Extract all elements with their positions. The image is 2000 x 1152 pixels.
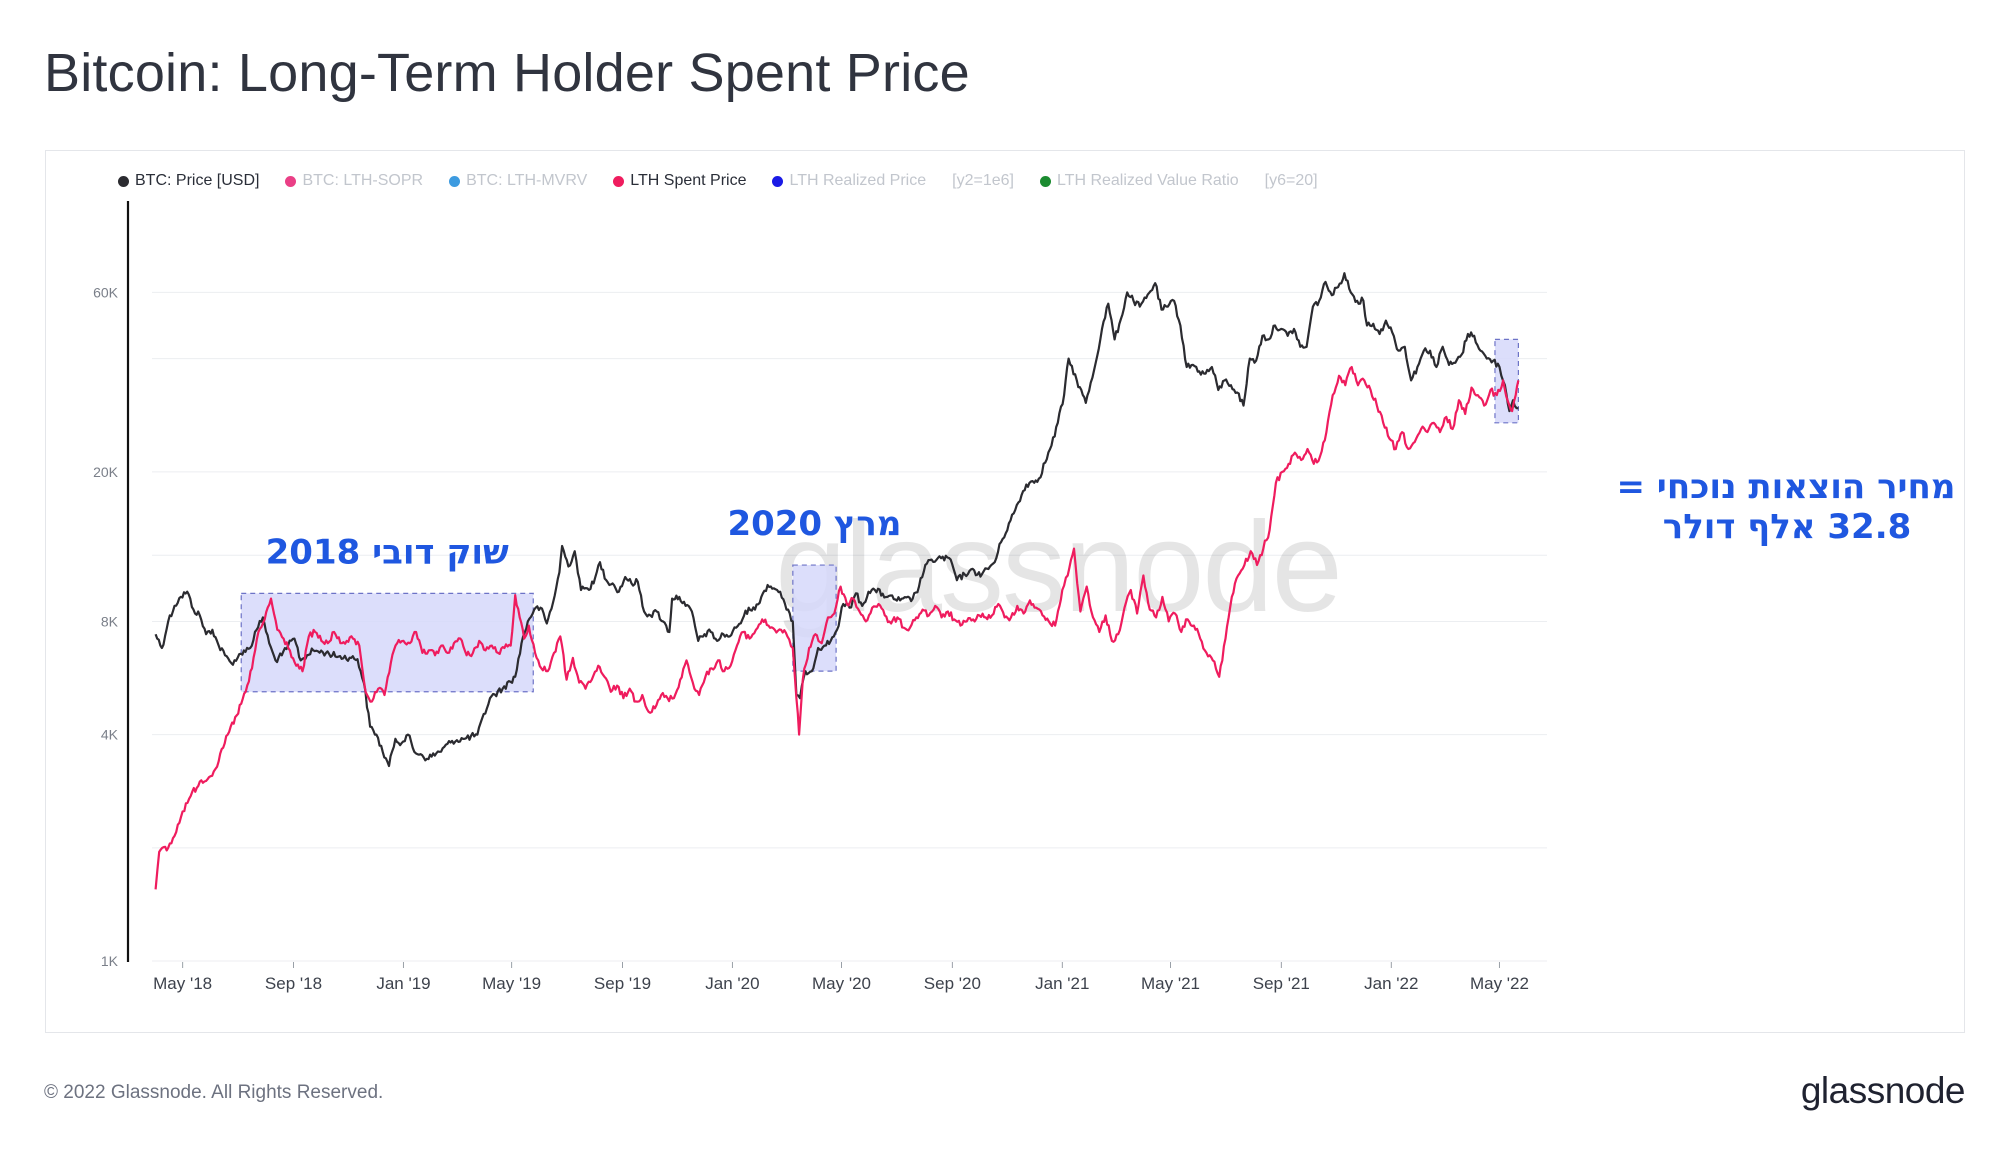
legend-note-y2: [y2=1e6]	[952, 172, 1014, 189]
legend-dot	[1039, 175, 1051, 187]
legend-item-lth-spent-price[interactable]: LTH Spent Price	[613, 172, 746, 190]
legend-label: BTC: LTH-MVRV	[466, 172, 588, 189]
legend-label: LTH Realized Price	[789, 172, 927, 189]
axes: 1K 4K 8K 20K 60K May '18 Sep '18 Jan '19 May '19…	[93, 201, 1529, 993]
legend-label: BTC: LTH-SOPR	[302, 172, 424, 189]
y-tick-label: 20K	[93, 464, 119, 480]
series-line-btc-price	[154, 272, 1519, 768]
x-tick-label: Sep '21	[1253, 974, 1310, 993]
legend-item-lth-realized-value-ratio[interactable]: LTH Realized Value Ratio	[1039, 172, 1239, 190]
legend-dot	[285, 175, 297, 187]
legend-label: BTC: Price [USD]	[135, 172, 260, 189]
highlight-box	[1494, 338, 1519, 424]
footer-logo: glassnode	[1800, 1070, 1966, 1111]
x-tick-label: Sep '18	[265, 974, 322, 993]
annotation-label: מרץ 2020	[727, 504, 901, 544]
legend-item-lth-realized-price[interactable]: LTH Realized Price	[772, 172, 926, 190]
x-tick-label: May '19	[482, 974, 541, 993]
legend-item-lth-mvrv[interactable]: BTC: LTH-MVRV	[449, 172, 587, 190]
y-tick-label: 4K	[101, 727, 119, 743]
page-title: Bitcoin: Long-Term Holder Spent Price	[44, 43, 970, 103]
annotation-label: שוק דובי 2018	[266, 532, 509, 572]
legend-dot	[613, 175, 625, 187]
legend: BTC: Price [USD] BTC: LTH-SOPR BTC: LTH-…	[118, 169, 1344, 193]
x-tick-label: Jan '19	[376, 974, 430, 993]
series-line-lth-spent-price	[154, 365, 1520, 890]
series-lines	[154, 272, 1520, 890]
legend-dot	[772, 175, 784, 187]
footer-copyright: © 2022 Glassnode. All Rights Reserved.	[44, 1082, 384, 1103]
x-tick-label: Jan '20	[705, 974, 759, 993]
x-tick-label: May '18	[153, 974, 212, 993]
x-tick-label: May '20	[812, 974, 871, 993]
legend-label: LTH Spent Price	[630, 172, 747, 189]
annotation-labels: שוק דובי 2018 מרץ 2020 מחיר הוצאות נוכחי =…	[266, 467, 1956, 572]
legend-label: LTH Realized Value Ratio	[1056, 172, 1239, 189]
annotation-label: מחיר הוצאות נוכחי =	[1616, 467, 1955, 507]
x-tick-label: Sep '19	[594, 974, 651, 993]
legend-note-y6: [y6=20]	[1264, 172, 1318, 189]
y-tick-label: 60K	[93, 284, 119, 300]
y-tick-label: 8K	[101, 613, 119, 629]
x-tick-label: Sep '20	[924, 974, 981, 993]
legend-item-lth-sopr[interactable]: BTC: LTH-SOPR	[285, 172, 423, 190]
annotation-label: 32.8 אלף דולר	[1663, 507, 1912, 547]
x-tick-label: May '22	[1470, 974, 1529, 993]
legend-dot	[449, 175, 461, 187]
x-tick-label: Jan '21	[1035, 974, 1089, 993]
x-tick-label: Jan '22	[1364, 974, 1418, 993]
legend-dot	[118, 175, 129, 187]
y-tick-label: 1K	[101, 953, 119, 969]
legend-item-btc-price[interactable]: BTC: Price [USD]	[118, 172, 259, 190]
chart-frame: BTC: Price [USD] BTC: LTH-SOPR BTC: LTH-…	[45, 150, 1965, 1033]
x-tick-label: May '21	[1141, 974, 1200, 993]
